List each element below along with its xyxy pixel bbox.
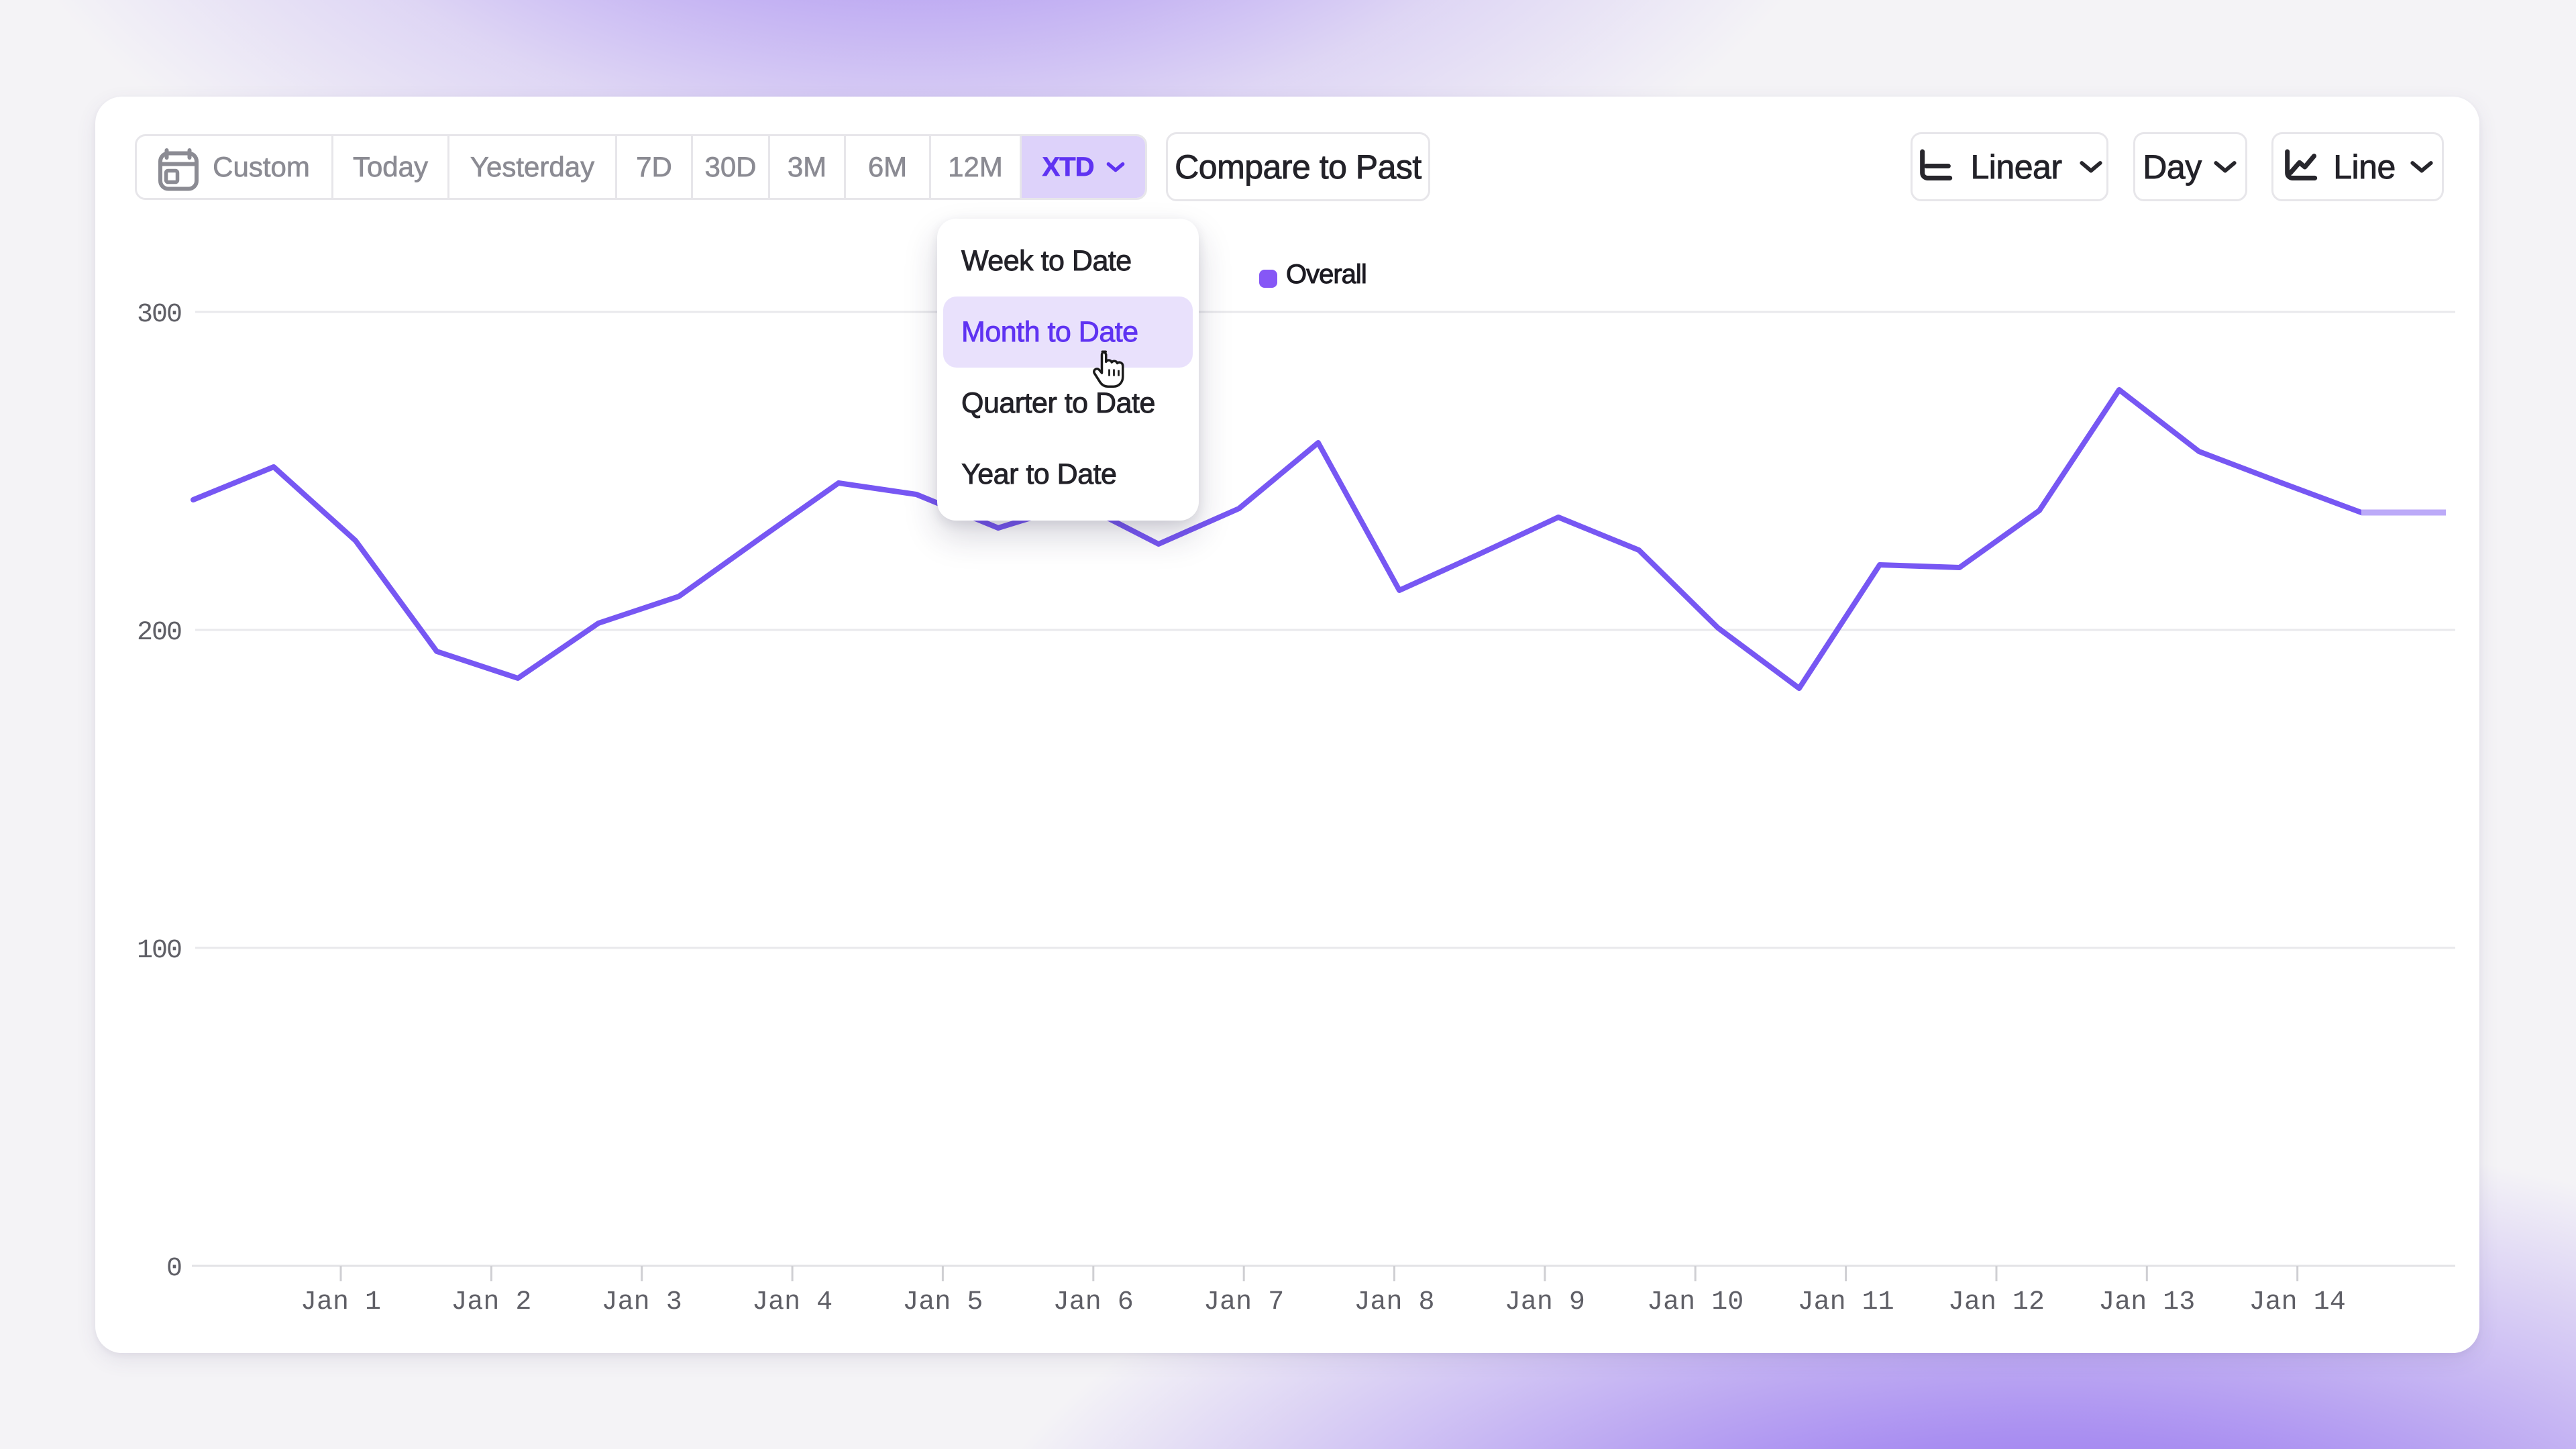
svg-text:Jan 4: Jan 4	[752, 1287, 833, 1318]
svg-text:Jan 13: Jan 13	[2098, 1287, 2195, 1318]
svg-text:Jan 14: Jan 14	[2249, 1287, 2346, 1318]
svg-text:Jan 11: Jan 11	[1798, 1287, 1894, 1318]
svg-text:Jan 10: Jan 10	[1647, 1287, 1743, 1318]
svg-text:300: 300	[137, 300, 181, 330]
svg-text:Jan 7: Jan 7	[1203, 1287, 1284, 1318]
svg-text:Jan 3: Jan 3	[602, 1287, 682, 1318]
svg-text:Jan 12: Jan 12	[1948, 1287, 2045, 1318]
svg-text:Jan 6: Jan 6	[1053, 1287, 1134, 1318]
svg-text:Jan 9: Jan 9	[1505, 1287, 1585, 1318]
svg-text:Jan 8: Jan 8	[1354, 1287, 1434, 1318]
svg-text:200: 200	[137, 618, 181, 648]
svg-text:Jan 2: Jan 2	[451, 1287, 531, 1318]
svg-text:Jan 1: Jan 1	[301, 1287, 381, 1318]
svg-text:0: 0	[166, 1254, 181, 1284]
svg-text:Jan 5: Jan 5	[902, 1287, 983, 1318]
svg-text:100: 100	[137, 936, 181, 966]
